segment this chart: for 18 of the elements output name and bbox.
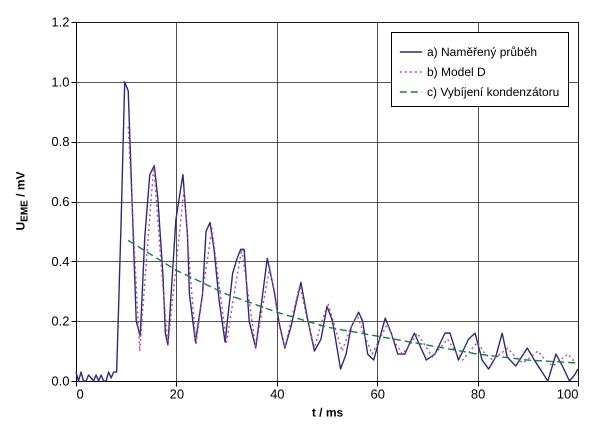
y-tick-label: 0.6 [51,194,70,209]
legend-label: c) Vybíjení kondenzátoru [427,85,560,99]
y-tick-label: 0.0 [51,374,70,388]
x-tick-label: 20 [170,386,184,402]
x-tick-label: 60 [370,386,385,402]
line-series [128,126,576,367]
y-tick-label: 0.8 [51,134,70,150]
x-tick-label: 40 [270,386,285,402]
x-tick-label: 100 [556,386,578,402]
x-tick-label: 80 [470,386,486,402]
y-tick-label: 0.2 [51,314,70,329]
x-axis-title: t / ms [312,406,344,420]
legend-label: a) Naměřený průběh [427,45,538,59]
y-tick-label: 1.2 [51,14,70,30]
y-tick-label: 1.0 [51,74,70,90]
legend-label: b) Model D [427,65,486,79]
x-tick-label: 0 [76,386,84,402]
y-tick-label: 0.4 [51,254,70,269]
